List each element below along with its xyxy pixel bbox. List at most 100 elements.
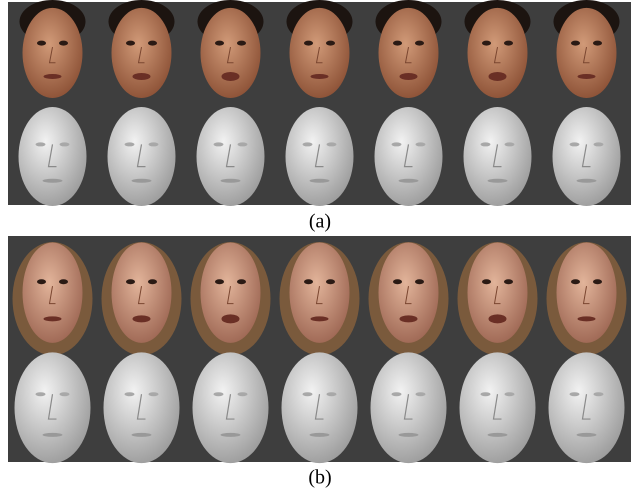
eye xyxy=(37,41,46,46)
eye xyxy=(126,41,135,46)
mesh-mouth xyxy=(132,179,152,183)
mesh-head xyxy=(197,107,265,206)
eye xyxy=(415,41,424,46)
mesh-mouth xyxy=(488,179,508,183)
mesh-eye xyxy=(505,142,515,146)
mesh-head xyxy=(19,107,87,206)
mesh-eye xyxy=(36,392,46,396)
mesh-eye xyxy=(125,392,135,396)
eye xyxy=(126,279,135,284)
mesh-eye xyxy=(392,142,402,146)
mesh-eye xyxy=(327,142,337,146)
mouth xyxy=(400,315,418,322)
mesh-eye xyxy=(214,142,224,146)
mesh-mouth xyxy=(577,433,597,437)
mesh-eye xyxy=(570,142,580,146)
eye xyxy=(215,41,224,46)
face xyxy=(201,8,261,98)
face xyxy=(23,8,83,98)
eye xyxy=(59,279,68,284)
mesh-eye xyxy=(481,142,491,146)
eye xyxy=(148,279,157,284)
mesh-eye xyxy=(125,142,135,146)
mesh-mouth xyxy=(43,179,63,183)
eye xyxy=(237,41,246,46)
mouth xyxy=(489,72,507,81)
mesh-eye xyxy=(36,142,46,146)
mesh-head xyxy=(375,107,443,206)
eye xyxy=(215,279,224,284)
figure: (a) (b) xyxy=(0,0,639,493)
mouth xyxy=(44,316,62,321)
eye xyxy=(593,279,602,284)
mesh-head xyxy=(553,107,621,206)
eye xyxy=(571,279,580,284)
mouth xyxy=(400,73,418,80)
caption: (b) xyxy=(308,467,331,489)
face xyxy=(23,243,83,343)
eye xyxy=(393,41,402,46)
mesh-mouth xyxy=(399,179,419,183)
mesh-head xyxy=(193,352,269,463)
mouth xyxy=(222,314,240,323)
mouth xyxy=(222,72,240,81)
mouth xyxy=(578,74,596,79)
mouth xyxy=(311,316,329,321)
mesh-eye xyxy=(60,142,70,146)
mesh-eye xyxy=(238,142,248,146)
mesh-mouth xyxy=(43,433,63,437)
mesh-head xyxy=(549,352,625,463)
mesh-eye xyxy=(392,392,402,396)
mouth xyxy=(133,73,151,80)
page: {"figure": {"panels": [{"caption": "(a)"… xyxy=(0,0,639,493)
face xyxy=(112,8,172,98)
mesh-mouth xyxy=(221,433,241,437)
mesh-eye xyxy=(60,392,70,396)
mesh-mouth xyxy=(577,179,597,183)
mesh-eye xyxy=(149,392,159,396)
mesh-head xyxy=(460,352,536,463)
eye xyxy=(304,41,313,46)
face xyxy=(112,243,172,343)
eye xyxy=(482,41,491,46)
mesh-eye xyxy=(149,142,159,146)
eye xyxy=(326,41,335,46)
mesh-eye xyxy=(594,392,604,396)
eye xyxy=(37,279,46,284)
eye xyxy=(148,41,157,46)
face xyxy=(379,243,439,343)
eye xyxy=(482,279,491,284)
mesh-mouth xyxy=(310,179,330,183)
mesh-eye xyxy=(481,392,491,396)
eye xyxy=(237,279,246,284)
mesh-mouth xyxy=(221,179,241,183)
mesh-mouth xyxy=(310,433,330,437)
mesh-mouth xyxy=(399,433,419,437)
eye xyxy=(304,279,313,284)
page-body: (a) (b) (() => { const data = JSON.parse… xyxy=(0,0,639,493)
mesh-eye xyxy=(303,142,313,146)
mouth xyxy=(489,314,507,323)
mouth xyxy=(133,315,151,322)
mesh-eye xyxy=(416,142,426,146)
face xyxy=(379,8,439,98)
eye xyxy=(393,279,402,284)
eye xyxy=(504,41,513,46)
face xyxy=(468,8,528,98)
mesh-mouth xyxy=(488,433,508,437)
mesh-head xyxy=(286,107,354,206)
face xyxy=(557,243,617,343)
mesh-eye xyxy=(303,392,313,396)
mesh-head xyxy=(464,107,532,206)
eye xyxy=(593,41,602,46)
mesh-eye xyxy=(327,392,337,396)
eye xyxy=(415,279,424,284)
mesh-eye xyxy=(594,142,604,146)
mouth xyxy=(578,316,596,321)
mesh-eye xyxy=(238,392,248,396)
mesh-head xyxy=(282,352,358,463)
mesh-eye xyxy=(214,392,224,396)
mesh-head xyxy=(104,352,180,463)
mesh-head xyxy=(15,352,91,463)
face xyxy=(468,243,528,343)
